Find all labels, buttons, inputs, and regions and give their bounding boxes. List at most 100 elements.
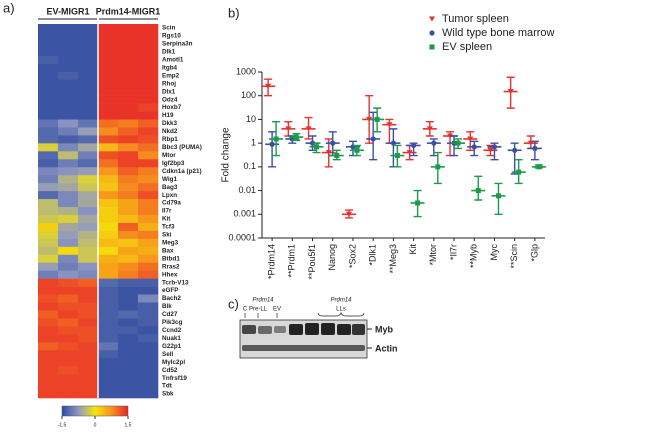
row-label: Itgb4 [162,64,178,71]
mean-marker [467,136,474,142]
heatmap-cell [118,302,139,311]
heatmap-cell [58,31,79,41]
heatmap-cell [38,294,59,303]
y-tick-label: 1 [251,138,256,148]
blot-bands [242,323,365,351]
heatmap-cell [98,143,119,152]
heatmap-cell [58,111,79,120]
row-label: Blk [162,303,172,310]
heatmap-cell [138,95,159,104]
heatmap-cell [118,294,139,303]
heatmap-cell [78,350,99,359]
row-label: Ccnd2 [162,327,182,334]
x-tick-label: *Glp [529,244,539,262]
heatmap-cell [138,151,159,160]
heatmap-cell [78,119,99,128]
heatmap-cell [58,79,79,88]
heatmap-cell [78,24,99,33]
heatmap-cell [138,374,159,383]
heatmap-cell [78,382,99,391]
mean-marker [354,147,360,153]
row-label: Tcrb-V13 [162,279,189,286]
row-label: Bbc3 (PUMA) [162,144,202,151]
heatmap-cell [38,334,59,343]
heatmap-cell [118,318,139,327]
x-tick-label: *Dlk1 [368,244,378,266]
heatmap-cell [78,238,99,248]
heatmap-cell [138,270,159,279]
mean-marker [415,200,421,206]
heatmap-cell [138,246,159,256]
heatmap-cell [118,262,139,271]
lane-label: Pre-LL [249,307,268,313]
heatmap-cell [58,24,79,33]
heatmap-cell [138,111,159,120]
error-bar [268,131,277,168]
heatmap-cell [38,31,59,41]
row-label: Sell [162,351,173,358]
heatmap-cell [98,310,119,319]
heatmap-cell [78,175,99,184]
heatmap-cell [118,286,139,295]
heatmap-cell [98,302,119,311]
heatmap-cell [78,270,99,279]
heatmap-cell [78,39,99,49]
heatmap-cell [78,390,99,399]
row-label: Serpina3n [162,41,193,48]
heatmap-cell [118,270,139,279]
row-label: Nuak1 [162,335,181,342]
heatmap-cell [78,167,99,176]
heatmap-cell [38,111,59,120]
heatmap-cell [138,63,159,73]
heatmap-cell [38,382,59,391]
heatmap-cell [38,167,59,176]
heatmap-cell [78,374,99,383]
heatmap-cell [38,254,59,264]
heatmap-cell [58,262,79,271]
heatmap-cell [118,175,139,184]
mean-marker [305,126,312,132]
heatmap-cell [118,199,139,208]
heatmap-cell [118,127,139,136]
heatmap-cell [78,286,99,295]
heatmap-cell [138,382,159,391]
heatmap-cell [78,366,99,375]
heatmap-cell [38,310,59,319]
heatmap-cell [138,254,159,264]
heatmap-cell [98,183,119,192]
row-label: Hoxb7 [162,104,182,111]
row-label: Amotl1 [162,56,184,63]
row-label: eGFP [162,287,178,294]
heatmap-cell [58,71,79,81]
x-tick-label: Myc [489,244,499,261]
heatmap-cell [98,270,119,279]
band-label: Myb [375,324,394,334]
row-label: Rbp1 [162,136,178,143]
mean-marker [386,122,393,128]
heatmap-cell [118,24,139,33]
heatmap-cell [138,135,159,144]
heatmap-cell [138,302,159,311]
heatmap-cell [98,342,119,351]
heatmap-cell [58,302,79,311]
heatmap-cell [98,222,119,232]
heatmap-cell [58,127,79,136]
row-label: Dkk3 [162,120,178,127]
heatmap-cell [58,191,79,200]
heatmap-cell [98,63,119,73]
heatmap-cell [78,302,99,311]
mean-marker [507,89,514,95]
colorbar-tick-label: 0 [94,422,97,428]
heatmap-cell [138,47,159,57]
heatmap-cell [38,71,59,81]
heatmap-cell [58,39,79,49]
heatmap-cell [138,103,159,112]
heatmap-cell [138,55,159,65]
row-label: H19 [162,112,174,119]
heatmap-cell [98,262,119,271]
heatmap-cell [98,374,119,383]
heatmap-cell [38,207,59,216]
heatmap-cell [58,390,79,399]
heatmap-cell [38,151,59,160]
heatmap-cell [138,199,159,208]
